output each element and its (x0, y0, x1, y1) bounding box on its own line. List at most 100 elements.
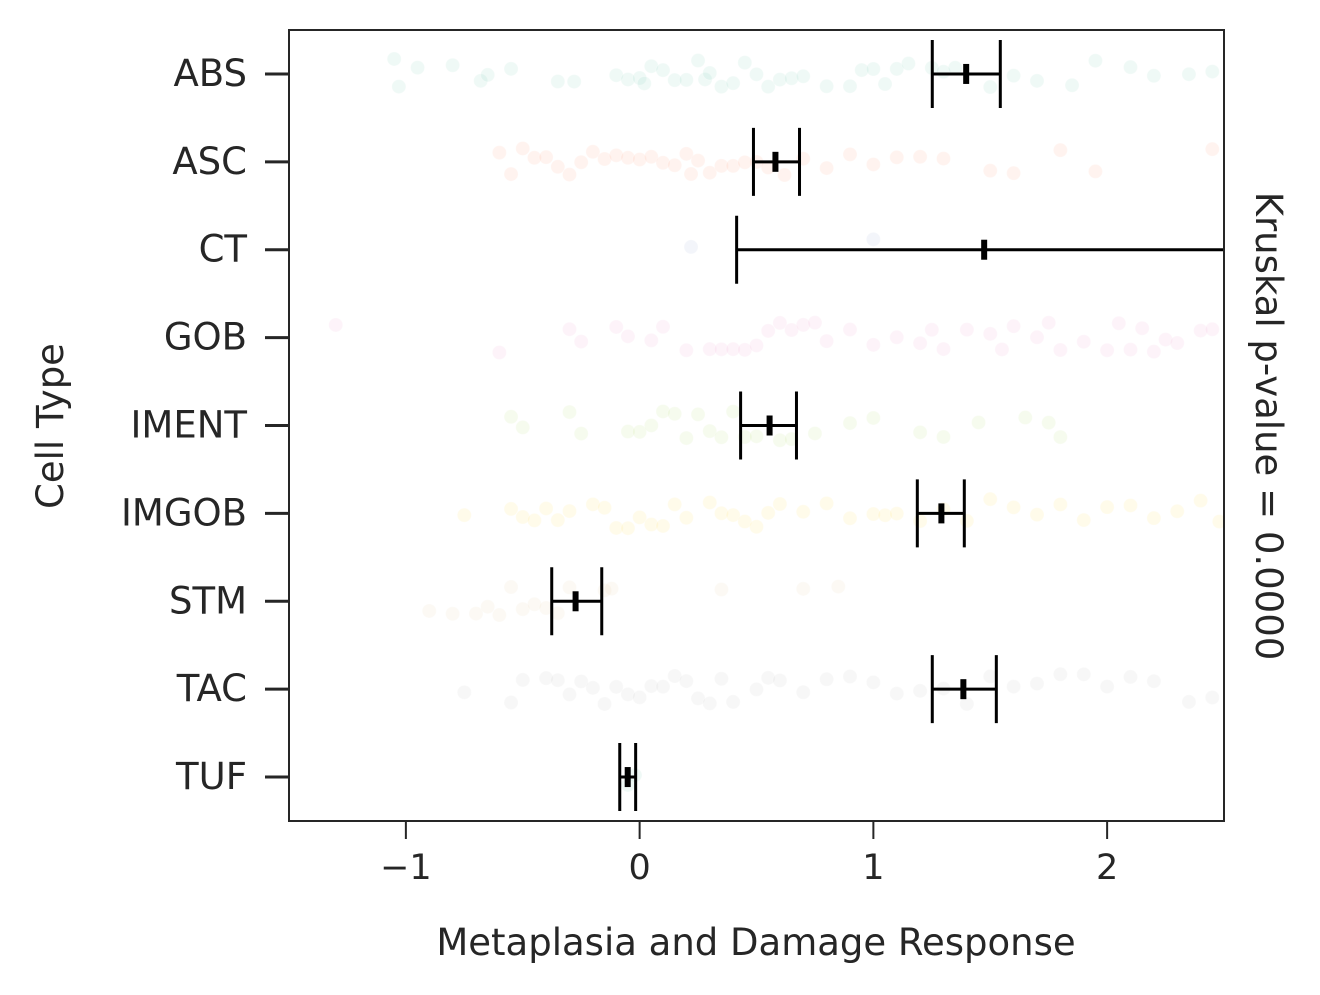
data-point (1006, 499, 1022, 515)
data-point (608, 147, 624, 163)
x-tick-label: −1 (380, 848, 432, 888)
data-point (1029, 73, 1045, 89)
y-tick-label: TUF (175, 755, 247, 798)
data-point (1006, 318, 1022, 334)
y-tick-label: STM (169, 579, 247, 622)
data-point (702, 494, 718, 510)
data-point (807, 315, 823, 331)
data-point (391, 79, 407, 95)
data-point (515, 509, 531, 525)
data-point (1146, 344, 1162, 360)
data-point (1006, 68, 1022, 84)
data-point (573, 334, 589, 350)
data-point (1006, 679, 1022, 695)
data-point (772, 432, 788, 448)
data-point (713, 582, 729, 598)
data-point (538, 500, 554, 516)
data-point (456, 684, 472, 700)
data-point (819, 78, 835, 94)
data-point (971, 414, 987, 430)
data-point (562, 167, 577, 183)
data-point (445, 57, 461, 73)
data-point (585, 496, 601, 512)
data-point (1146, 68, 1162, 84)
data-point (445, 606, 461, 622)
data-point (597, 500, 613, 516)
data-point (842, 510, 858, 526)
data-point (1052, 342, 1068, 358)
data-point (713, 79, 729, 95)
data-point (538, 670, 554, 686)
data-point (737, 342, 753, 358)
data-point (655, 679, 671, 695)
data-point (643, 517, 659, 533)
data-point (924, 322, 940, 338)
data-point (550, 672, 566, 688)
data-point (667, 496, 683, 512)
data-point (643, 58, 659, 74)
data-point (562, 321, 577, 337)
data-point (1029, 676, 1045, 692)
data-point (889, 61, 905, 77)
data-point (842, 78, 858, 94)
data-point (620, 686, 636, 702)
data-point (620, 328, 636, 344)
scatter-points (328, 51, 1224, 793)
data-point (713, 671, 729, 687)
data-point (632, 70, 648, 86)
data-point (1111, 315, 1127, 331)
data-point (562, 686, 577, 702)
data-point (1099, 679, 1115, 695)
data-point (713, 505, 729, 521)
data-point (842, 669, 858, 685)
data-point (1169, 335, 1185, 351)
data-point (636, 75, 652, 91)
data-point (702, 341, 718, 357)
data-point (1158, 332, 1174, 348)
data-point (749, 681, 764, 697)
data-point (713, 158, 729, 174)
data-point (959, 322, 975, 338)
data-point (468, 606, 484, 622)
x-tick-label: 1 (862, 848, 884, 888)
data-point (386, 51, 402, 67)
data-point (604, 581, 620, 597)
data-point (643, 149, 659, 165)
data-point (725, 341, 741, 357)
data-point (655, 62, 671, 78)
data-point (620, 424, 636, 440)
data-point (667, 157, 683, 173)
data-point (725, 75, 741, 91)
x-tick-label: 2 (1096, 848, 1118, 888)
data-point (597, 696, 613, 712)
data-point (573, 426, 589, 442)
data-point (889, 149, 905, 165)
y-tick-label: GOB (164, 316, 247, 359)
data-point (842, 322, 858, 338)
data-point (936, 151, 951, 167)
data-point (678, 430, 694, 446)
data-point (936, 429, 951, 445)
data-point (1099, 499, 1115, 515)
data-point (737, 514, 753, 530)
data-point (643, 332, 659, 348)
data-point (678, 72, 694, 88)
x-axis: −1 0 1 2 (380, 821, 1118, 888)
data-point (819, 495, 835, 511)
data-point (982, 163, 998, 179)
data-point (795, 581, 811, 597)
data-point (491, 607, 507, 623)
data-point (1123, 669, 1138, 685)
data-point (1123, 342, 1138, 358)
data-point (737, 154, 753, 170)
data-point (854, 62, 870, 78)
data-point (865, 156, 881, 172)
data-point (912, 683, 928, 699)
data-point (480, 599, 496, 615)
data-point (702, 165, 718, 181)
x-tick-label: 0 (628, 848, 650, 888)
data-point (690, 153, 706, 169)
data-point (690, 53, 706, 69)
y-tick-label: IMENT (131, 404, 248, 447)
data-point (1123, 59, 1138, 75)
